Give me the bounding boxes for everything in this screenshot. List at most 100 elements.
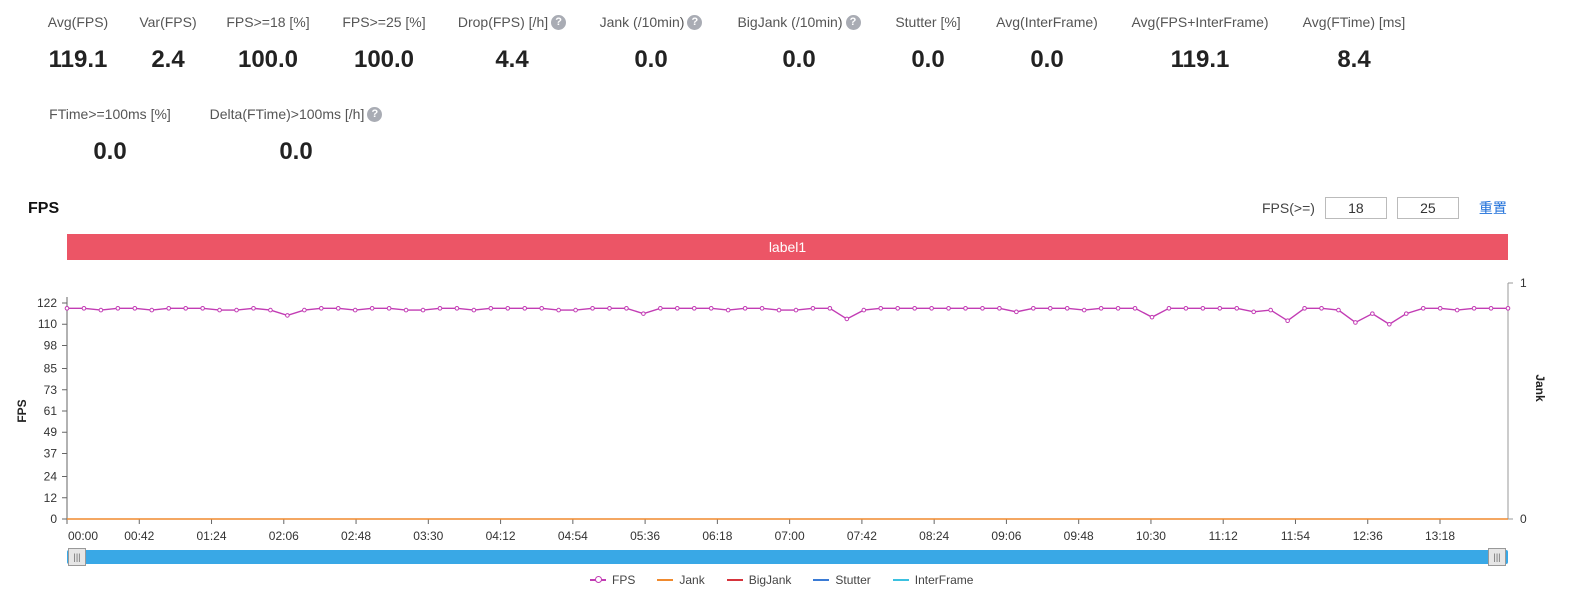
- zoom-handle-left[interactable]: |||: [68, 548, 86, 566]
- fps-point: [997, 306, 1002, 311]
- metric-value: 0.0: [279, 138, 313, 165]
- y-tick-label: 122: [37, 296, 57, 310]
- label-bar[interactable]: label1: [67, 234, 1508, 260]
- fps-point: [369, 306, 375, 311]
- legend-item-interframe[interactable]: InterFrame: [892, 573, 974, 587]
- fps-point: [352, 307, 358, 313]
- help-icon[interactable]: ?: [551, 14, 567, 30]
- fps-point: [827, 306, 833, 311]
- fps-point: [1098, 306, 1104, 311]
- metric-label: Jank (/10min): [599, 14, 685, 30]
- x-tick-label: 00:00: [68, 529, 98, 543]
- x-tick-label: 07:00: [775, 529, 805, 543]
- help-icon[interactable]: ?: [367, 106, 383, 122]
- fps-point: [420, 307, 426, 313]
- fps-point: [285, 313, 290, 318]
- legend-item-jank[interactable]: Jank: [657, 573, 705, 587]
- legend-marker: [590, 576, 606, 583]
- fps-threshold-controls: FPS(>=) 重置: [1262, 197, 1507, 219]
- fps-point: [1217, 306, 1223, 311]
- fps-point: [149, 307, 155, 313]
- help-icon[interactable]: ?: [845, 14, 861, 30]
- x-tick-label: 02:06: [269, 529, 299, 543]
- legend-item-bigjank[interactable]: BigJank: [726, 573, 792, 587]
- metric-label: BigJank (/10min): [737, 14, 843, 30]
- legend-label: FPS: [612, 573, 636, 587]
- fps-point: [539, 306, 544, 311]
- metric-value: 0.0: [911, 46, 945, 73]
- fps-point: [1471, 306, 1477, 311]
- y2-axis-label: Jank: [1533, 374, 1547, 402]
- y-axis-label: FPS: [15, 399, 29, 422]
- fps-point: [437, 306, 443, 311]
- chart-legend: FPS Jank BigJank Stutter InterFrame: [590, 573, 973, 587]
- x-tick-label: 01:24: [197, 529, 227, 543]
- x-tick-label: 05:36: [630, 529, 660, 543]
- fps-point: [115, 306, 121, 311]
- fps-point: [302, 307, 307, 313]
- legend-label: BigJank: [748, 573, 792, 587]
- fps-point: [1166, 306, 1172, 311]
- fps-point: [234, 307, 239, 313]
- legend-item-stutter[interactable]: Stutter: [813, 573, 871, 587]
- metric-2: FPS>=18 [%] 100.0: [178, 14, 358, 74]
- y2-tick-label: 0: [1520, 512, 1527, 526]
- help-icon[interactable]: ?: [687, 14, 703, 30]
- legend-item-fps[interactable]: FPS: [590, 573, 635, 587]
- metric-label: Avg(FPS): [47, 14, 109, 30]
- y-tick-label: 0: [50, 512, 57, 526]
- fps-point: [488, 306, 494, 311]
- fps-point: [1370, 311, 1375, 316]
- fps-point: [776, 307, 782, 313]
- fps-threshold-low-input[interactable]: [1324, 197, 1387, 219]
- x-tick-label: 04:12: [486, 529, 516, 543]
- metric-value: 0.0: [782, 46, 816, 73]
- x-tick-label: 07:42: [847, 529, 877, 543]
- section-title: FPS: [28, 200, 60, 217]
- fps-point: [1505, 306, 1511, 311]
- metric-label: Delta(FTime)>100ms [/h]: [209, 106, 365, 122]
- x-tick-label: 11:54: [1281, 529, 1310, 543]
- x-tick-label: 10:30: [1136, 529, 1166, 543]
- x-tick-label: 04:54: [558, 529, 588, 543]
- series-line-fps: [67, 307, 1508, 326]
- fps-point: [980, 306, 985, 311]
- metric-10: Avg(FTime) [ms] 8.4: [1264, 14, 1444, 74]
- legend-label: Stutter: [835, 573, 871, 587]
- zoom-handle-right[interactable]: |||: [1488, 548, 1506, 566]
- zoom-scrollbar[interactable]: [67, 550, 1508, 564]
- fps-point: [1132, 306, 1138, 311]
- fps-point: [386, 306, 392, 311]
- fps-point: [675, 306, 680, 311]
- watermark-text: WWW.PCHOME: [1355, 547, 1482, 550]
- fps-point: [963, 306, 968, 311]
- y-tick-label: 61: [44, 404, 58, 418]
- y-tick-label: 24: [44, 470, 58, 484]
- fps-threshold-high-input[interactable]: [1396, 197, 1459, 219]
- fps-point: [1200, 306, 1206, 311]
- fps-point: [1149, 314, 1155, 320]
- fps-point: [658, 306, 663, 311]
- x-tick-label: 02:48: [341, 529, 371, 543]
- fps-point: [64, 306, 70, 311]
- metric-4: Drop(FPS) [/h]? 4.4: [422, 14, 602, 74]
- fps-point: [81, 306, 87, 311]
- fps-point: [403, 307, 409, 313]
- y-tick-label: 12: [44, 491, 58, 505]
- fps-point: [895, 306, 900, 311]
- y2-tick-label: 1: [1520, 276, 1527, 290]
- fps-point: [183, 306, 188, 311]
- metric-label: FPS>=25 [%]: [342, 14, 426, 30]
- fps-point: [590, 306, 595, 311]
- fps-point: [318, 306, 324, 311]
- fps-point: [1268, 307, 1273, 313]
- metric-9: Avg(FPS+InterFrame) 119.1: [1110, 14, 1290, 74]
- fps-point: [1302, 306, 1307, 311]
- x-tick-label: 03:30: [413, 529, 443, 543]
- fps-point: [878, 306, 884, 311]
- fps-point: [335, 306, 341, 311]
- reset-link[interactable]: 重置: [1478, 200, 1507, 216]
- metric-3: FPS>=25 [%] 100.0: [294, 14, 474, 74]
- legend-label: InterFrame: [914, 573, 974, 587]
- x-tick-label: 06:18: [702, 529, 732, 543]
